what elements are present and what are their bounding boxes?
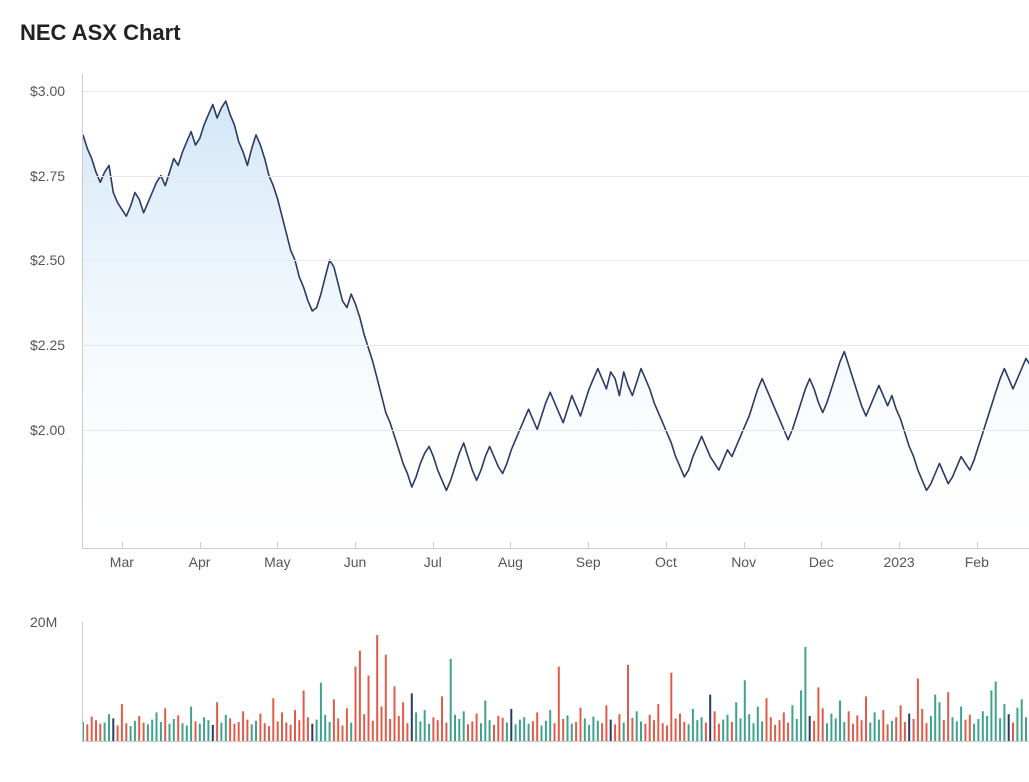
x-axis-label: Dec <box>809 554 834 570</box>
x-tick-mark <box>744 542 745 548</box>
x-tick-mark <box>666 542 667 548</box>
price-y-axis: $2.00 $2.25 $2.50 $2.75 $3.00 <box>30 74 82 549</box>
x-axis-label: Feb <box>965 554 989 570</box>
grid-line <box>83 430 1029 431</box>
x-tick-mark <box>899 542 900 548</box>
chart-title: NEC ASX Chart <box>20 20 1029 46</box>
stock-chart-container: NEC ASX Chart $2.00$2.25$2.50$2.75$3.00 … <box>20 20 1029 757</box>
x-tick-mark <box>821 542 822 548</box>
volume-y-axis: 20M <box>30 622 82 742</box>
x-axis-label: Oct <box>655 554 677 570</box>
x-axis-label: Mar <box>110 554 134 570</box>
volume-plot-area[interactable] <box>82 622 1029 742</box>
x-tick-mark <box>433 542 434 548</box>
grid-line <box>83 176 1029 177</box>
y-axis-label: $2.00 <box>30 422 65 438</box>
grid-line <box>83 260 1029 261</box>
x-axis-label: Sep <box>576 554 601 570</box>
x-axis-label: Jul <box>424 554 442 570</box>
x-tick-mark <box>510 542 511 548</box>
x-axis-label: Apr <box>189 554 211 570</box>
y-axis-label: $2.50 <box>30 252 65 268</box>
x-tick-mark <box>588 542 589 548</box>
price-plot-area[interactable]: MarAprMayJunJulAugSepOctNovDec2023Feb <box>82 74 1029 549</box>
volume-chart: 20M <box>30 622 1029 757</box>
y-axis-label: $2.25 <box>30 337 65 353</box>
x-tick-mark <box>355 542 356 548</box>
grid-line <box>83 91 1029 92</box>
x-tick-mark <box>977 542 978 548</box>
y-axis-label: $3.00 <box>30 83 65 99</box>
x-axis-label: Nov <box>731 554 756 570</box>
x-tick-mark <box>200 542 201 548</box>
volume-bars-svg <box>83 622 1029 741</box>
y-axis-label: $2.75 <box>30 168 65 184</box>
x-axis-label: 2023 <box>884 554 915 570</box>
volume-y-label: 20M <box>30 614 57 630</box>
x-axis-label: Jun <box>344 554 367 570</box>
x-tick-mark <box>277 542 278 548</box>
x-tick-mark <box>122 542 123 548</box>
x-axis-label: May <box>264 554 290 570</box>
x-axis-label: Aug <box>498 554 523 570</box>
grid-line <box>83 345 1029 346</box>
price-line-svg <box>83 74 1029 548</box>
price-chart: $2.00$2.25$2.50$2.75$3.00 MarAprMayJunJu… <box>30 74 1029 584</box>
